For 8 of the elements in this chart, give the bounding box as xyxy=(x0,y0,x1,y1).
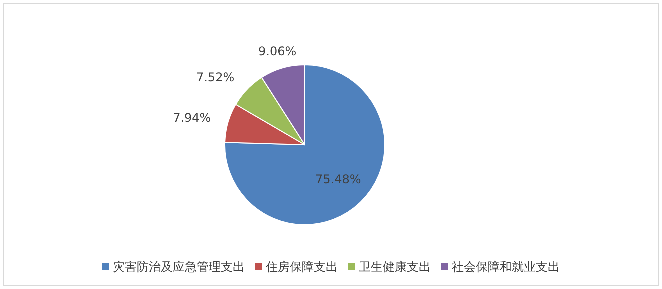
data-label: 9.06% xyxy=(258,44,297,58)
legend-label: 社会保障和就业支出 xyxy=(452,260,560,274)
data-label: 75.48% xyxy=(316,172,362,186)
legend-label: 住房保障支出 xyxy=(265,260,338,274)
legend-label: 灾害防治及应急管理支出 xyxy=(113,260,245,274)
legend-label: 卫生健康支出 xyxy=(359,260,431,274)
data-label: 7.94% xyxy=(173,111,212,126)
data-label: 7.52% xyxy=(196,70,235,84)
